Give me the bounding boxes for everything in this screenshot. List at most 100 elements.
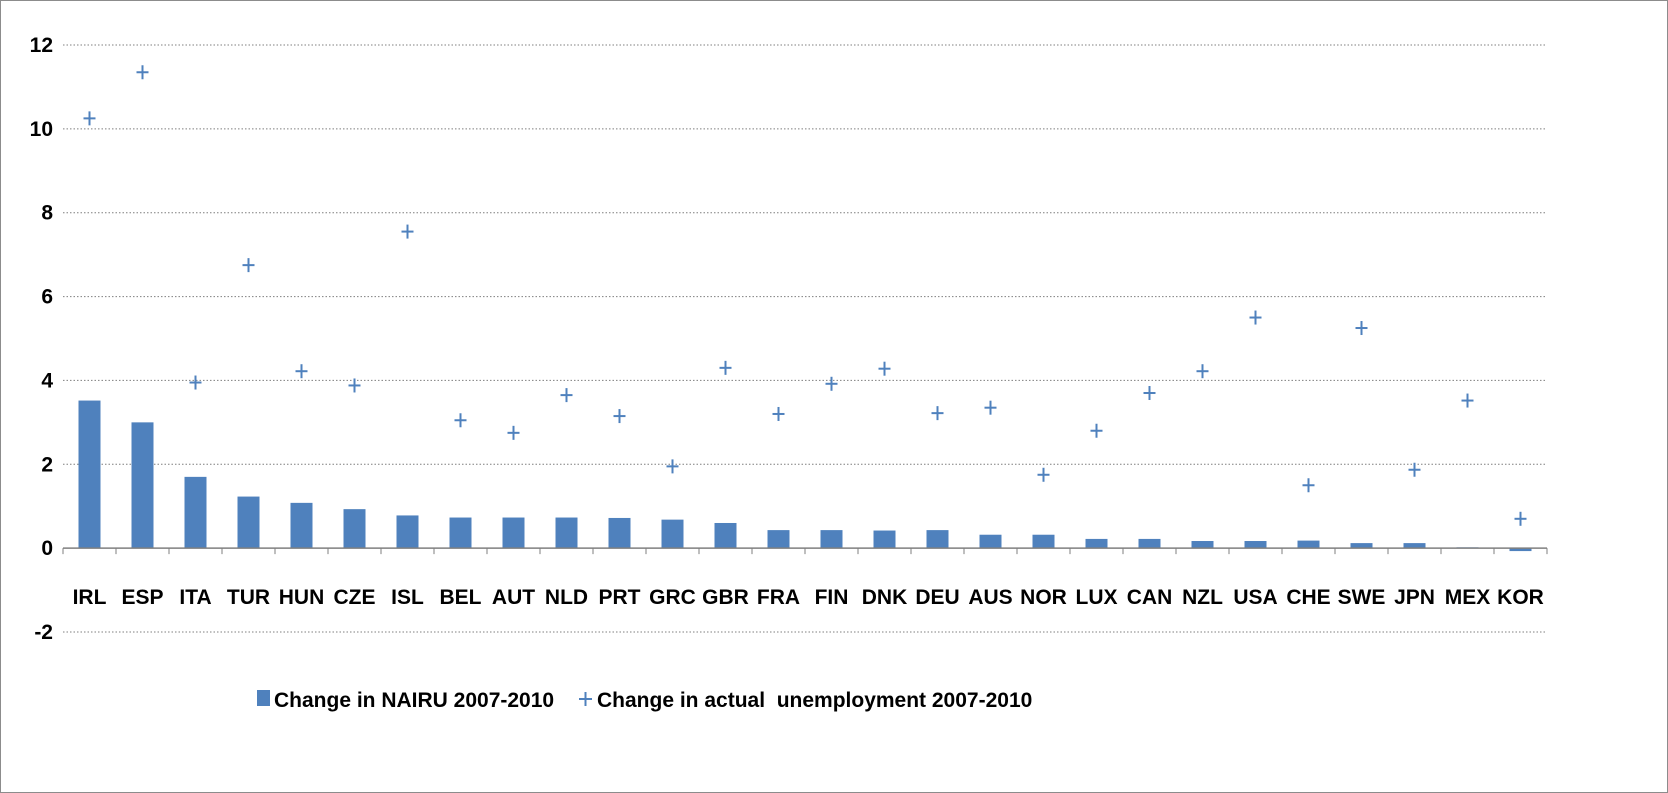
marker-nzl <box>1196 364 1209 379</box>
x-tick-label-cze: CZE <box>334 586 376 609</box>
marker-dnk <box>878 361 891 376</box>
marker-prt <box>613 409 626 424</box>
bar-gbr <box>714 522 737 549</box>
marker-che <box>1302 478 1315 493</box>
marker-usa <box>1249 310 1262 325</box>
bar-cze <box>343 509 366 549</box>
x-tick-label-can: CAN <box>1127 586 1173 609</box>
bar-aus <box>979 534 1002 549</box>
x-tick-label-hun: HUN <box>279 586 325 609</box>
marker-kor <box>1514 511 1527 526</box>
gridlines <box>63 44 1547 633</box>
x-tick-label-bel: BEL <box>440 586 482 609</box>
bar-kor <box>1509 548 1532 552</box>
marker-isl <box>401 224 414 239</box>
bar-fra <box>767 530 790 549</box>
bar-irl <box>78 400 101 549</box>
bar-nld <box>555 517 578 549</box>
bar-swe <box>1350 543 1373 549</box>
bar-tur <box>237 496 260 549</box>
marker-fin <box>825 376 838 391</box>
marker-grc <box>666 459 679 474</box>
bar-usa <box>1244 541 1267 549</box>
marker-irl <box>83 111 96 126</box>
bar-jpn <box>1403 543 1426 549</box>
y-tick-label: 6 <box>41 286 53 309</box>
x-tick-label-nor: NOR <box>1020 586 1067 609</box>
marker-aus <box>984 400 997 415</box>
x-tick-label-isl: ISL <box>391 586 424 609</box>
marker-hun <box>295 364 308 379</box>
x-axis: IRL ESP ITA TUR HUN CZE ISL BEL AUT NLD PRT GRC GBR F… <box>62 547 1548 609</box>
y-tick-label: 10 <box>30 118 53 141</box>
bar-nor <box>1032 534 1055 549</box>
marker-tur <box>242 258 255 273</box>
bar-esp <box>131 422 154 549</box>
legend: Change in NAIRU 2007-2010 Change in actu… <box>257 689 1032 712</box>
marker-esp <box>136 65 149 80</box>
x-tick-label-ita: ITA <box>179 586 211 609</box>
y-tick-label: 4 <box>41 369 53 392</box>
x-tick-label-esp: ESP <box>121 586 163 609</box>
y-tick-label: 8 <box>41 202 53 225</box>
marker-aut <box>507 425 520 440</box>
marker-gbr <box>719 360 732 375</box>
y-axis: -2 0 2 4 6 8 10 12 <box>30 34 54 644</box>
x-tick-label-usa: USA <box>1233 586 1277 609</box>
x-tick-label-lux: LUX <box>1076 586 1118 609</box>
marker-mex <box>1461 393 1474 408</box>
bar-grc <box>661 519 684 549</box>
x-tick-label-swe: SWE <box>1338 586 1386 609</box>
bar-bel <box>449 517 472 549</box>
x-tick-label-irl: IRL <box>73 586 107 609</box>
y-tick-label: 0 <box>41 537 53 560</box>
x-tick-label-mex: MEX <box>1445 586 1491 609</box>
marker-deu <box>931 406 944 421</box>
legend-label-bar: Change in NAIRU 2007-2010 <box>274 689 554 712</box>
legend-swatch-plus <box>579 692 592 706</box>
x-tick-label-kor: KOR <box>1497 586 1544 609</box>
marker-bel <box>454 413 467 428</box>
bar-dnk <box>873 530 896 549</box>
bar-fin <box>820 530 843 549</box>
bar-hun <box>290 502 313 549</box>
marker-nld <box>560 388 573 403</box>
x-tick-label-aus: AUS <box>968 586 1012 609</box>
marker-ita <box>189 375 202 390</box>
bar-deu <box>926 530 949 549</box>
bar-ita <box>184 476 207 549</box>
legend-swatch-bar <box>257 690 270 706</box>
x-tick-label-che: CHE <box>1286 586 1330 609</box>
x-tick-label-nzl: NZL <box>1182 586 1223 609</box>
scatter-series <box>83 65 1527 526</box>
marker-swe <box>1355 321 1368 336</box>
bar-series <box>78 400 1532 552</box>
x-tick-label-tur: TUR <box>227 586 270 609</box>
marker-lux <box>1090 423 1103 438</box>
x-tick-label-prt: PRT <box>599 586 641 609</box>
x-tick-label-grc: GRC <box>649 586 696 609</box>
marker-jpn <box>1408 462 1421 477</box>
marker-fra <box>772 406 785 421</box>
x-tick-label-fin: FIN <box>815 586 849 609</box>
x-tick-label-deu: DEU <box>915 586 959 609</box>
legend-label-plus: Change in actual unemployment 2007-2010 <box>597 689 1032 712</box>
marker-cze <box>348 378 361 393</box>
x-tick-label-dnk: DNK <box>862 586 908 609</box>
y-tick-label: 2 <box>41 453 53 476</box>
x-tick-label-fra: FRA <box>757 586 800 609</box>
bar-prt <box>608 517 631 549</box>
bar-nzl <box>1191 541 1214 549</box>
bar-lux <box>1085 538 1108 549</box>
x-tick-label-jpn: JPN <box>1394 586 1435 609</box>
y-tick-label: -2 <box>34 621 53 644</box>
bar-che <box>1297 540 1320 549</box>
x-tick-label-aut: AUT <box>492 586 535 609</box>
x-tick-label-nld: NLD <box>545 586 588 609</box>
x-tick-label-gbr: GBR <box>702 586 749 609</box>
y-tick-label: 12 <box>30 34 53 57</box>
bar-aut <box>502 517 525 549</box>
bar-can <box>1138 538 1161 549</box>
